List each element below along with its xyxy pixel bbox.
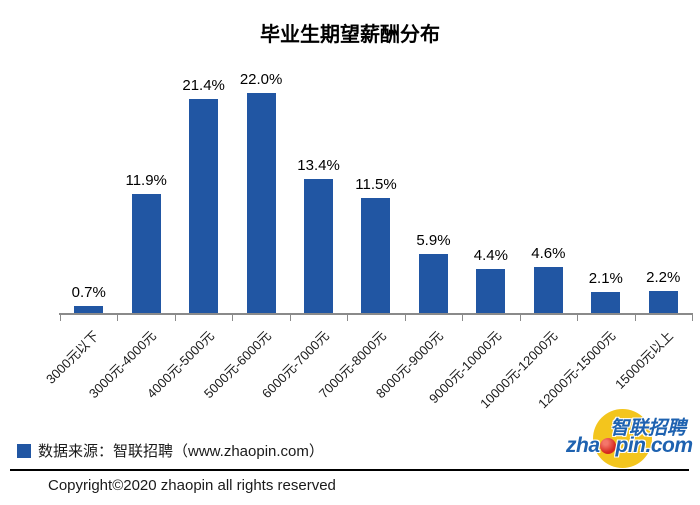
bar xyxy=(246,93,276,313)
axis-tick xyxy=(577,315,578,321)
axis-tick xyxy=(60,315,61,321)
x-axis-ticks xyxy=(60,315,693,322)
bar-slot: 21.4% xyxy=(175,50,232,313)
axis-tick xyxy=(635,315,636,321)
bar-slot: 22.0% xyxy=(232,50,289,313)
axis-tick xyxy=(520,315,521,321)
bar-value-label: 5.9% xyxy=(416,232,451,249)
axis-tick xyxy=(405,315,406,321)
bar xyxy=(591,292,621,313)
axis-tick xyxy=(117,315,118,321)
bar-value-label: 2.1% xyxy=(588,270,623,287)
x-axis-line xyxy=(59,313,693,315)
bar xyxy=(131,194,161,313)
red-ball-icon xyxy=(599,438,616,454)
bar xyxy=(533,267,563,313)
legend: 数据来源：智联招聘（www.zhaopin.com） xyxy=(17,440,324,461)
axis-tick xyxy=(462,315,463,321)
bar xyxy=(304,179,334,313)
logo-domain-text: zha pin.com xyxy=(566,434,693,458)
bar xyxy=(189,99,219,313)
bar-value-label: 0.7% xyxy=(71,284,106,301)
axis-tick xyxy=(232,315,233,321)
bar-value-label: 11.9% xyxy=(125,172,167,189)
legend-swatch-icon xyxy=(17,443,31,458)
bar-slot: 2.1% xyxy=(577,50,634,313)
bars-area: 0.7% 11.9% 21.4% 22.0% 13.4% 11.5% 5.9% 4.4% 4.6… xyxy=(60,50,692,313)
bar-value-label: 4.6% xyxy=(531,245,566,262)
bar-value-label: 2.2% xyxy=(646,269,681,286)
logo-domain-prefix: zha xyxy=(566,434,600,457)
x-axis-label: 15000元以上 xyxy=(611,328,676,392)
axis-tick xyxy=(290,315,291,321)
axis-tick xyxy=(175,315,176,321)
copyright-text: Copyright©2020 zhaopin all rights reserv… xyxy=(48,477,336,494)
bar-slot: 2.2% xyxy=(635,50,692,313)
bar xyxy=(418,254,448,313)
bar-slot: 11.9% xyxy=(117,50,174,313)
bar xyxy=(648,291,678,313)
bar-value-label: 11.5% xyxy=(355,176,397,193)
bar-value-label: 21.4% xyxy=(182,77,225,94)
axis-tick xyxy=(347,315,348,321)
bar-slot: 4.4% xyxy=(462,50,519,313)
axis-tick xyxy=(692,315,693,321)
zhaopin-logo: 智联招聘 zha pin.com xyxy=(560,405,700,470)
bar-slot: 4.6% xyxy=(520,50,577,313)
bar-slot: 0.7% xyxy=(60,50,117,313)
bar xyxy=(361,198,391,313)
bar-slot: 11.5% xyxy=(347,50,404,313)
logo-domain-suffix: pin.com xyxy=(615,434,694,457)
legend-source-text: 数据来源：智联招聘（www.zhaopin.com） xyxy=(38,443,324,460)
chart-title: 毕业生期望薪酬分布 xyxy=(260,24,440,46)
bar xyxy=(476,269,506,313)
bar-slot: 13.4% xyxy=(290,50,347,313)
bar xyxy=(74,306,104,313)
bar-value-label: 4.4% xyxy=(473,247,508,264)
logo-cn-text: 智联招聘 xyxy=(610,418,687,439)
bar-value-label: 13.4% xyxy=(297,157,340,174)
divider-line xyxy=(10,469,689,471)
bar-value-label: 22.0% xyxy=(239,71,283,88)
bar-slot: 5.9% xyxy=(405,50,462,313)
